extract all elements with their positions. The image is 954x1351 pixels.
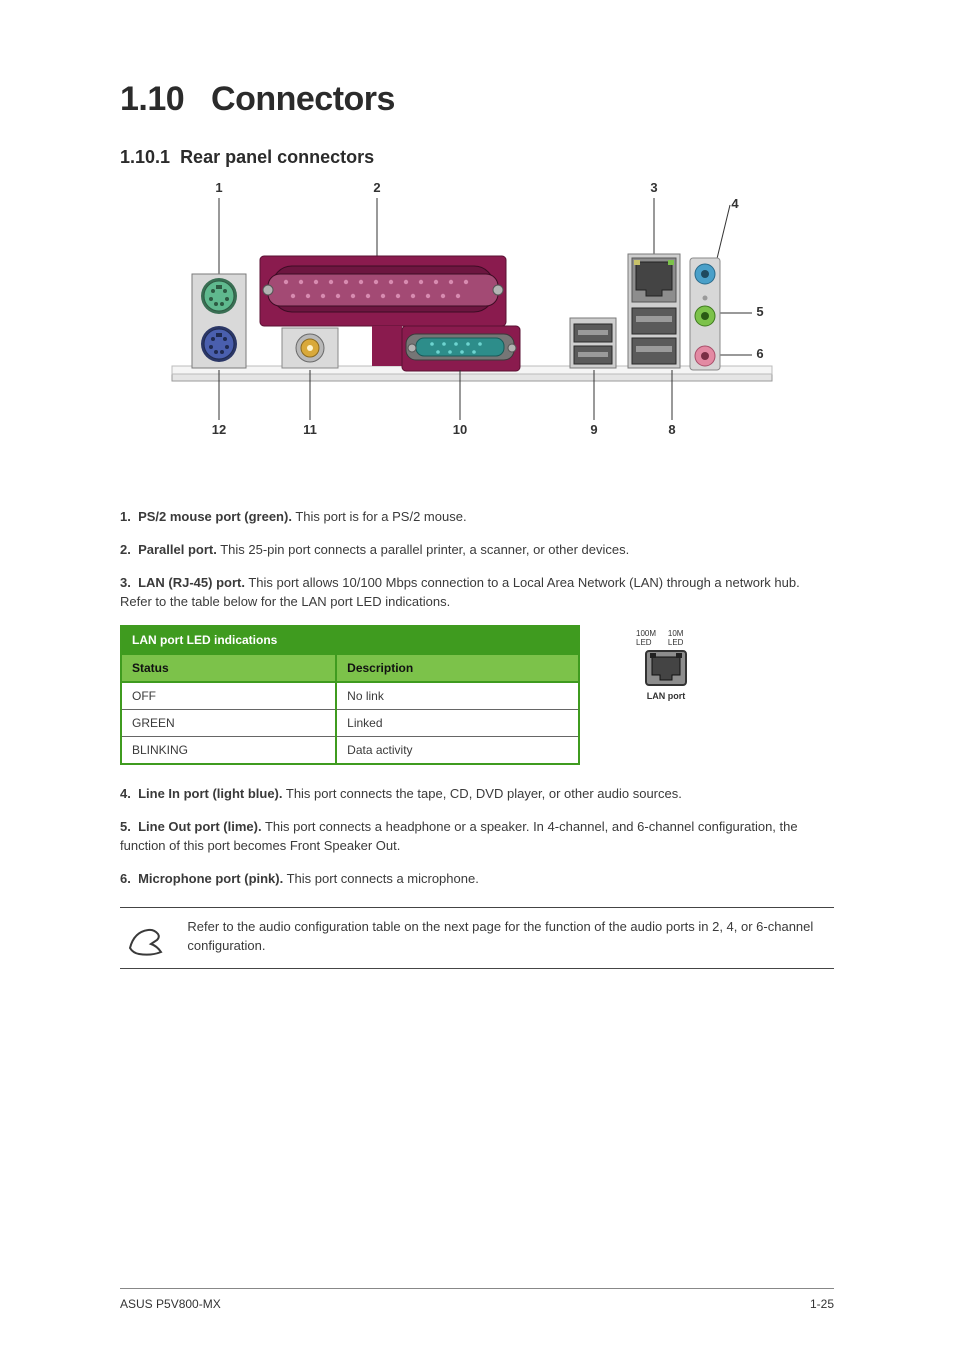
svg-text:2: 2 bbox=[373, 180, 380, 195]
desc-num: 3. bbox=[120, 575, 131, 590]
lan-icon-labels: 100M LED 10M LED bbox=[636, 629, 696, 647]
desc-item-4: 4. Line In port (light blue). This port … bbox=[120, 785, 834, 804]
table-row: BLINKING Data activity bbox=[121, 737, 579, 765]
led-table: LAN port LED indications Status Descript… bbox=[120, 625, 580, 765]
lan-led-100m: 100M LED bbox=[636, 629, 668, 647]
led-table-block: LAN port LED indications Status Descript… bbox=[120, 625, 834, 765]
desc-name: Parallel port. bbox=[138, 542, 217, 557]
desc-num: 1. bbox=[120, 509, 131, 524]
cell: No link bbox=[336, 682, 579, 710]
svg-text:12: 12 bbox=[212, 422, 226, 437]
descriptions-block-1: 1. PS/2 mouse port (green). This port is… bbox=[120, 508, 834, 611]
lan-port-label: LAN port bbox=[647, 691, 686, 701]
subsection-heading: 1.10.1 Rear panel connectors bbox=[120, 147, 834, 168]
table-row: OFF No link bbox=[121, 682, 579, 710]
led-col-status: Status bbox=[121, 654, 336, 682]
lan-port-icon-block: 100M LED 10M LED LAN port bbox=[636, 625, 696, 701]
desc-num: 2. bbox=[120, 542, 131, 557]
lan-led-10m: 10M LED bbox=[668, 629, 696, 647]
desc-item-6: 6. Microphone port (pink). This port con… bbox=[120, 870, 834, 889]
svg-text:4: 4 bbox=[731, 196, 739, 211]
desc-text: This 25-pin port connects a parallel pri… bbox=[217, 542, 629, 557]
svg-text:3: 3 bbox=[650, 180, 657, 195]
rear-panel-diagram: 1 2 3 4 5 6 bbox=[120, 178, 834, 478]
lan-port-icon bbox=[644, 649, 688, 689]
desc-item-2: 2. Parallel port. This 25-pin port conne… bbox=[120, 541, 834, 560]
cell: Data activity bbox=[336, 737, 579, 765]
svg-text:9: 9 bbox=[590, 422, 597, 437]
note-block: Refer to the audio configuration table o… bbox=[120, 907, 834, 969]
desc-text: This port connects the tape, CD, DVD pla… bbox=[283, 786, 682, 801]
desc-name: PS/2 mouse port (green). bbox=[138, 509, 292, 524]
page-footer: ASUS P5V800-MX 1-25 bbox=[120, 1288, 834, 1311]
desc-num: 4. bbox=[120, 786, 131, 801]
cell: OFF bbox=[121, 682, 336, 710]
cell: Linked bbox=[336, 710, 579, 737]
section-title-text: Connectors bbox=[211, 80, 395, 118]
led-col-desc: Description bbox=[336, 654, 579, 682]
desc-name: LAN (RJ-45) port. bbox=[138, 575, 245, 590]
section-number: 1.10 bbox=[120, 80, 184, 118]
footer-right: 1-25 bbox=[810, 1297, 834, 1311]
led-table-title: LAN port LED indications bbox=[121, 626, 579, 654]
led-table-wrap: LAN port LED indications Status Descript… bbox=[120, 625, 580, 765]
desc-text: This port is for a PS/2 mouse. bbox=[292, 509, 467, 524]
cell: BLINKING bbox=[121, 737, 336, 765]
page: 1.10 Connectors 1.10.1 Rear panel connec… bbox=[0, 0, 954, 1351]
svg-text:11: 11 bbox=[303, 422, 317, 437]
svg-text:1: 1 bbox=[215, 180, 222, 195]
desc-name: Microphone port (pink). bbox=[138, 871, 283, 886]
svg-text:8: 8 bbox=[668, 422, 675, 437]
desc-name: Line Out port (lime). bbox=[138, 819, 262, 834]
footer-left: ASUS P5V800-MX bbox=[120, 1297, 221, 1311]
descriptions-block-2: 4. Line In port (light blue). This port … bbox=[120, 785, 834, 888]
desc-num: 5. bbox=[120, 819, 131, 834]
desc-item-5: 5. Line Out port (lime). This port conne… bbox=[120, 818, 834, 856]
desc-item-3: 3. LAN (RJ-45) port. This port allows 10… bbox=[120, 574, 834, 612]
svg-text:10: 10 bbox=[453, 422, 467, 437]
svg-text:5: 5 bbox=[756, 304, 763, 319]
section-heading: 1.10 Connectors bbox=[120, 80, 834, 119]
desc-name: Line In port (light blue). bbox=[138, 786, 282, 801]
table-row: GREEN Linked bbox=[121, 710, 579, 737]
subsection-number: 1.10.1 bbox=[120, 147, 170, 167]
svg-text:6: 6 bbox=[756, 346, 763, 361]
note-hand-icon bbox=[124, 918, 169, 958]
desc-item-1: 1. PS/2 mouse port (green). This port is… bbox=[120, 508, 834, 527]
subsection-title-text: Rear panel connectors bbox=[180, 147, 374, 167]
note-text: Refer to the audio configuration table o… bbox=[187, 918, 830, 956]
desc-text: This port connects a microphone. bbox=[283, 871, 479, 886]
cell: GREEN bbox=[121, 710, 336, 737]
desc-num: 6. bbox=[120, 871, 131, 886]
